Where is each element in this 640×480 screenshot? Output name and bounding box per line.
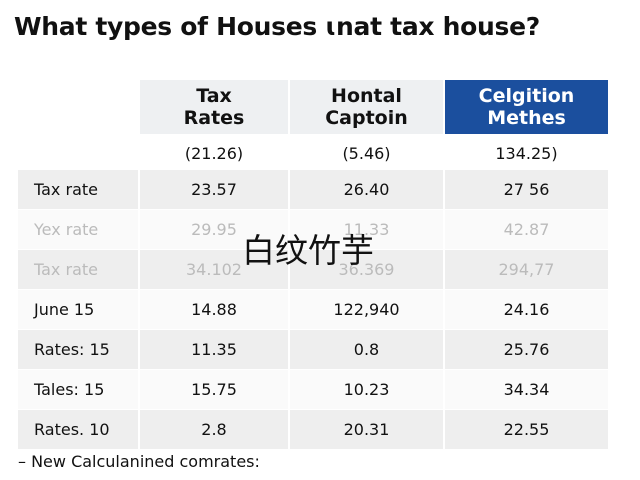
table-row: Rates: 15 11.35 0.8 25.76 [18, 330, 610, 370]
subheader-row: (21.26) (5.46) 134.25) [18, 136, 610, 170]
table-cell: 20.31 [290, 410, 445, 449]
table-cell: 36.369 [290, 250, 445, 289]
table-row: Rates. 10 2.8 20.31 22.55 [18, 410, 610, 450]
subheader-cell: (5.46) [290, 136, 445, 170]
table-cell: 2.8 [140, 410, 290, 449]
table-cell: 42.87 [445, 210, 610, 249]
subheader-cell: 134.25) [445, 136, 610, 170]
header-text: Hontal [331, 85, 402, 107]
row-label: Yex rate [18, 210, 140, 249]
footnote: – New Calculanined comrates: [18, 452, 260, 471]
row-label: Tax rate [18, 250, 140, 289]
table-cell: 14.88 [140, 290, 290, 329]
row-label: June 15 [18, 290, 140, 329]
table-cell: 34.102 [140, 250, 290, 289]
subheader-cell [18, 136, 140, 170]
table-cell: 10.23 [290, 370, 445, 409]
table-row: Yex rate 29.95 11.33 42.87 [18, 210, 610, 250]
table-cell: 24.16 [445, 290, 610, 329]
table-row: Tales: 15 15.75 10.23 34.34 [18, 370, 610, 410]
table-cell: 34.34 [445, 370, 610, 409]
table-cell: 22.55 [445, 410, 610, 449]
table-cell: 27 56 [445, 170, 610, 209]
subheader-cell: (21.26) [140, 136, 290, 170]
row-label: Rates. 10 [18, 410, 140, 449]
title: What types of Houses ɩnat tax house? [14, 12, 540, 41]
row-label: Tax rate [18, 170, 140, 209]
table-cell: 122,940 [290, 290, 445, 329]
table: Tax Rates Hontal Captoin Celgition Methes (21.… [18, 80, 610, 450]
header-cell: Celgition Methes [445, 80, 610, 134]
table-cell: 11.35 [140, 330, 290, 369]
table-row: June 15 14.88 122,940 24.16 [18, 290, 610, 330]
table-cell: 11.33 [290, 210, 445, 249]
table-row: Tax rate 34.102 36.369 294,77 [18, 250, 610, 290]
table-cell: 25.76 [445, 330, 610, 369]
table-cell: 29.95 [140, 210, 290, 249]
table-row: Tax rate 23.57 26.40 27 56 [18, 170, 610, 210]
header-cell [18, 80, 140, 134]
header-text: Captoin [325, 107, 408, 129]
header-text: Methes [487, 107, 566, 129]
table-cell: 0.8 [290, 330, 445, 369]
header-cell: Tax Rates [140, 80, 290, 134]
table-cell: 15.75 [140, 370, 290, 409]
header-cell: Hontal Captoin [290, 80, 445, 134]
header-text: Celgition [478, 85, 575, 107]
table-body: Tax rate 23.57 26.40 27 56 Yex rate 29.95 11.3… [18, 170, 610, 450]
header-text: Tax [196, 85, 232, 107]
overlay-text: 白纹竹芋 [242, 231, 374, 270]
table-cell: 23.57 [140, 170, 290, 209]
row-label: Tales: 15 [18, 370, 140, 409]
row-label: Rates: 15 [18, 330, 140, 369]
header-row: Tax Rates Hontal Captoin Celgition Methes [18, 80, 610, 134]
table-cell: 294,77 [445, 250, 610, 289]
table-cell: 26.40 [290, 170, 445, 209]
header-text: Rates [183, 107, 245, 129]
